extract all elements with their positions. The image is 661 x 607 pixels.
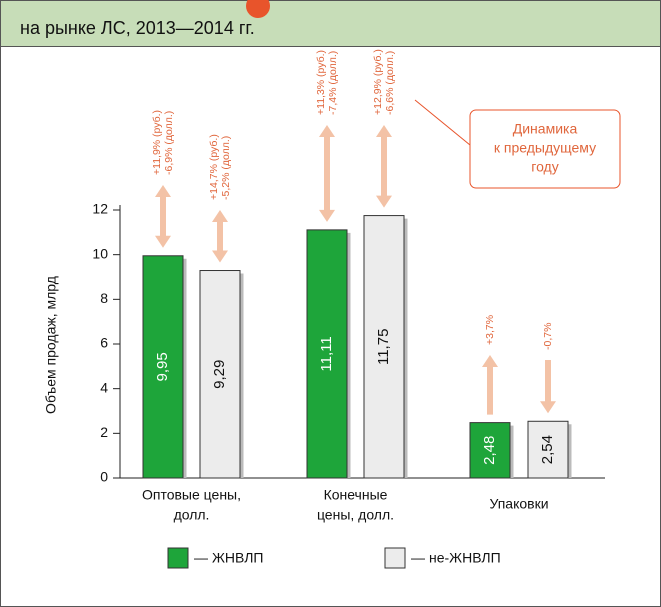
y-tick-label: 4 xyxy=(100,379,108,395)
header-badge xyxy=(246,0,270,18)
y-tick-label: 6 xyxy=(100,335,108,351)
change-annotation: +14,7% (руб.) xyxy=(208,134,220,200)
value-label: 2,48 xyxy=(481,436,498,465)
value-label: 11,75 xyxy=(375,329,392,365)
x-tick-label: Упаковки xyxy=(489,496,548,512)
bar xyxy=(527,420,569,479)
change-arrow xyxy=(540,360,556,414)
value-label: 2,54 xyxy=(539,435,556,464)
change-arrow xyxy=(155,185,171,248)
change-arrow xyxy=(482,355,498,415)
legend-swatch xyxy=(384,547,406,569)
change-annotation: +12,9% (руб.) xyxy=(372,49,384,115)
callout-box xyxy=(469,109,621,189)
bar xyxy=(199,270,241,479)
change-arrow xyxy=(319,125,335,222)
chart-title: на рынке ЛС, 2013—2014 гг. xyxy=(20,18,255,38)
change-annotation: -6,9% (долл.) xyxy=(163,111,175,175)
x-tick-label: Конечные xyxy=(324,487,388,503)
change-annotation: +11,3% (руб.) xyxy=(315,50,327,115)
legend-label: не-ЖНВЛП xyxy=(429,550,501,566)
y-tick-label: 12 xyxy=(92,201,108,217)
change-annotation: -7,4% (долл.) xyxy=(327,51,339,115)
value-label: 9,29 xyxy=(211,360,228,389)
change-arrow xyxy=(376,125,392,208)
y-tick-label: 8 xyxy=(100,290,108,306)
x-tick-label: долл. xyxy=(174,507,210,523)
legend-label: ЖНВЛП xyxy=(212,550,263,566)
legend-swatch xyxy=(167,547,189,569)
change-annotation: +3,7% xyxy=(484,315,496,345)
y-axis-label: Объем продаж, млрд xyxy=(43,276,59,414)
change-annotation: -5,2% (долл.) xyxy=(220,136,232,200)
header xyxy=(0,0,661,47)
x-tick-label: цены, долл. xyxy=(317,507,394,523)
bar xyxy=(306,229,348,479)
y-tick-label: 2 xyxy=(100,424,108,440)
callout-text: к предыдущему xyxy=(494,140,596,156)
y-tick-label: 0 xyxy=(100,469,108,485)
bar xyxy=(469,422,511,479)
change-arrow xyxy=(212,210,228,263)
callout-text: году xyxy=(531,159,558,175)
x-tick-label: Оптовые цены, xyxy=(142,487,241,503)
legend-dash: — xyxy=(194,550,208,566)
bar xyxy=(363,215,405,479)
change-annotation: -6,6% (долл.) xyxy=(384,51,396,115)
value-label: 11,11 xyxy=(318,336,335,371)
change-annotation: -0,7% xyxy=(542,323,554,350)
bar xyxy=(142,255,184,479)
callout-leader xyxy=(414,99,471,146)
y-tick-label: 10 xyxy=(92,245,108,261)
legend-dash: — xyxy=(411,550,425,566)
value-label: 9,95 xyxy=(154,352,171,381)
callout-text: Динамика xyxy=(513,121,578,137)
change-annotation: +11,9% (руб.) xyxy=(151,110,163,175)
